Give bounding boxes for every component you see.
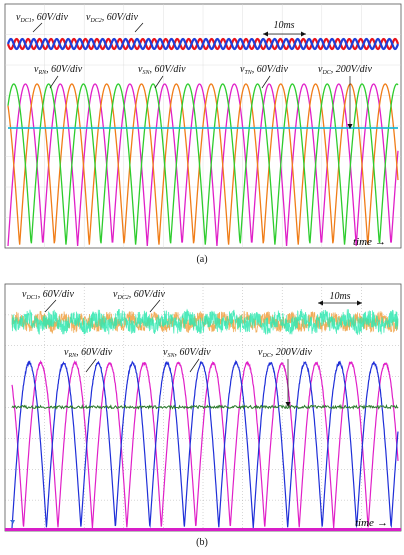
caption-b: (b) (196, 537, 208, 548)
arrow-a-vdc2 (134, 22, 144, 33)
label-a-vdc1: vDC1, 60V/div (16, 12, 68, 24)
label-a-timescale: 10ms (273, 20, 294, 31)
label-b-vdc2: vDC2, 60V/div (113, 289, 165, 301)
arrow-b-vrn (85, 358, 97, 373)
label-b-timescale: 10ms (329, 291, 350, 302)
label-a-vrn: vRN, 60V/div (34, 64, 83, 76)
label-b-vsn: vSN, 60V/div (163, 347, 211, 359)
panel-b-baseline (5, 528, 401, 531)
timescale-b-arrowheads (318, 300, 362, 306)
arrow-b-vsn (189, 358, 200, 373)
label-a-vdc2: vDC2, 60V/div (86, 12, 138, 24)
label-a-vtn: vTN, 60V/div (240, 64, 288, 76)
trace-a-vdc2 (6, 37, 400, 51)
arrow-a-vtn (261, 75, 271, 89)
label-a-vsn: vSN, 60V/div (138, 64, 186, 76)
arrow-a-vrn (49, 75, 59, 89)
axis-a-time: time → (353, 236, 386, 248)
arrowhead-a-vdc (347, 124, 353, 129)
trace-b-vdc (11, 403, 399, 411)
caption-a: (a) (196, 254, 207, 265)
panel-b: vDC1, 60V/div vDC2, 60V/div 10ms vRN, 60… (4, 283, 402, 532)
arrow-a-vdc1 (32, 22, 43, 33)
label-b-vdc: vDC, 200V/div (258, 347, 312, 359)
label-b-vdc1: vDC1, 60V/div (22, 289, 74, 301)
label-a-vdc: vDC, 200V/div (318, 64, 372, 76)
trace-a-vtn (7, 83, 399, 245)
trace-b-vdc1 (11, 308, 399, 336)
arrow-b-vdc1 (44, 299, 57, 313)
panel-a: vDC1, 60V/div vDC2, 60V/div 10ms vRN, 60… (4, 3, 402, 249)
trigger-marker-icon (10, 520, 15, 524)
timescale-a-arrowheads (263, 31, 306, 37)
axis-b-time: time → (355, 517, 388, 529)
trace-b-vrn (11, 359, 399, 529)
trace-a-vsn (7, 83, 399, 245)
panel-a-traces (6, 37, 400, 247)
panel-b-traces (11, 308, 399, 529)
arrow-a-vsn (154, 75, 164, 89)
arrow-b-vdc2 (149, 299, 161, 313)
label-b-vrn: vRN, 60V/div (64, 347, 113, 359)
arrowhead-b-vdc (285, 402, 291, 407)
